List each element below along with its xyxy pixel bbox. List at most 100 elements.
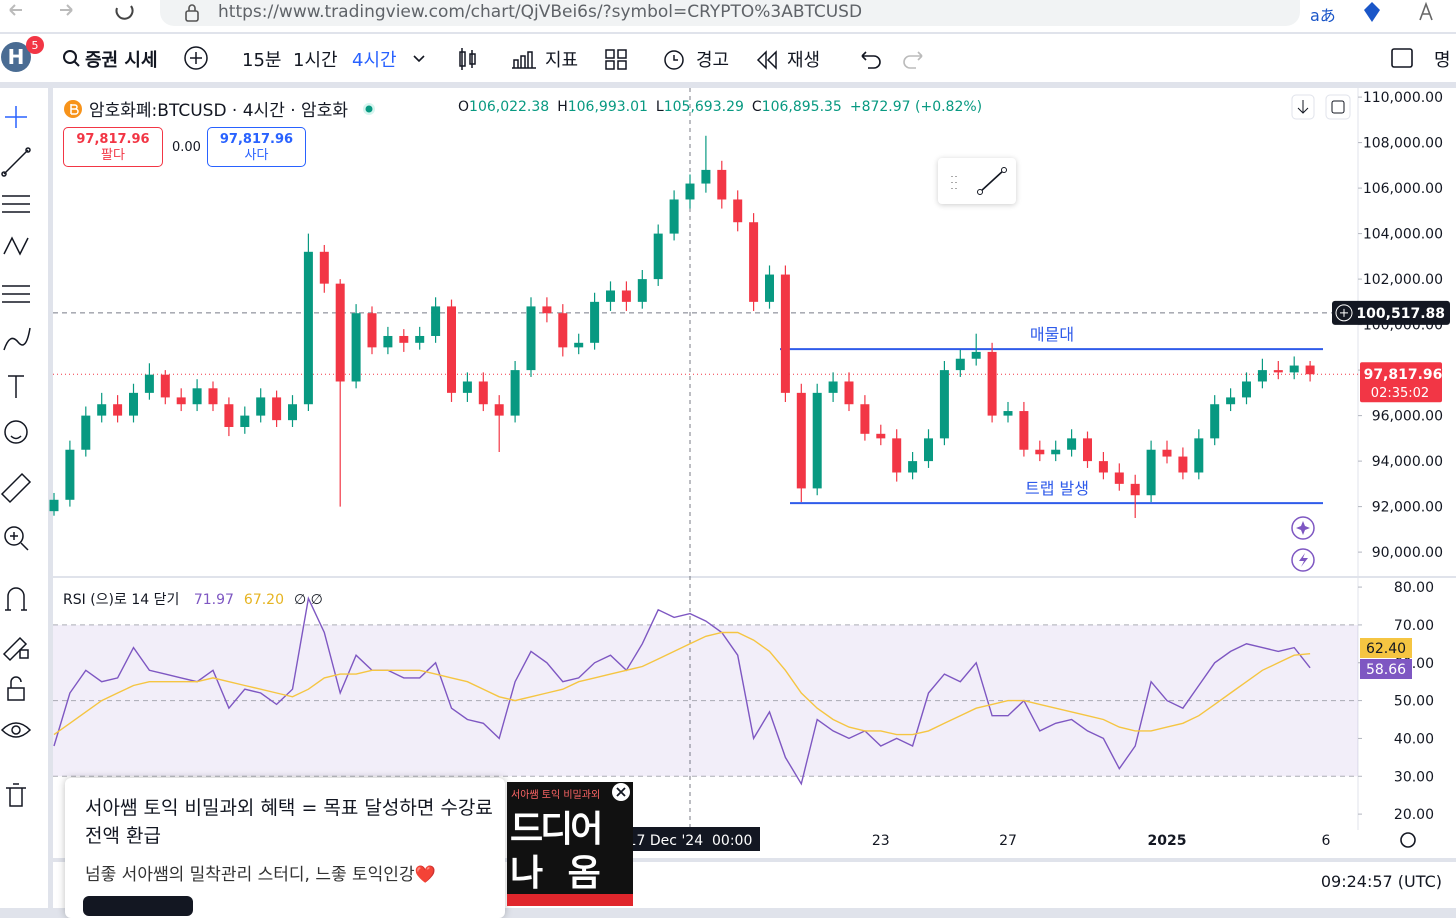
crosshair-label-box: [620, 827, 760, 851]
candle-body: [1226, 397, 1236, 405]
candle-body: [1067, 438, 1077, 450]
candle-body: [160, 374, 170, 398]
ohlc-value: 106,895.35: [761, 99, 842, 115]
h-line-label: 트랩 발생: [1025, 479, 1089, 498]
current-price-box: [1360, 362, 1442, 403]
avatar-letter: H: [8, 45, 25, 69]
nav-icons: [9, 4, 134, 20]
reload[interactable]: [115, 5, 134, 20]
candle-body: [303, 251, 313, 405]
interval[interactable]: 1시간: [293, 50, 338, 71]
x-tick-label: 27: [999, 833, 1017, 849]
y-tick-label: 110,000.00: [1363, 90, 1443, 106]
candle-body: [1051, 449, 1061, 455]
candle-body: [971, 351, 981, 359]
status-dot: [362, 102, 375, 115]
rsi-title: RSI (으)로 14 닫기: [63, 592, 180, 608]
interval-active[interactable]: 4시간: [352, 50, 397, 71]
ohlc-key: H: [557, 99, 568, 115]
rsi-tick-label: 30.00: [1394, 769, 1434, 785]
candle-body: [494, 404, 504, 416]
candle-body: [1035, 449, 1045, 455]
candle-body: [908, 461, 918, 473]
sell-label: 팔다: [101, 148, 125, 163]
symbol-legend: 암호화폐:BTCUSD · 4시간 · 암호화: [63, 96, 384, 121]
candle-body: [558, 313, 568, 348]
sell-price: 97,817.96: [76, 132, 150, 147]
replay[interactable]: 재생: [787, 50, 821, 71]
candle-body: [415, 335, 425, 343]
add-symbol[interactable]: [183, 45, 209, 71]
layout-icon[interactable]: [1390, 47, 1414, 71]
rsi-tick-label: 80.00: [1394, 580, 1434, 596]
indicators[interactable]: 지표: [545, 50, 579, 71]
ad-image[interactable]: 서아쌤 토익 비밀과외 드디어 나 옴: [507, 782, 633, 906]
candle-body: [892, 438, 902, 473]
candle-body: [765, 274, 774, 302]
candle-body: [1083, 438, 1092, 462]
floating-toolbar[interactable]: [938, 158, 1016, 204]
candle-body: [526, 306, 536, 371]
candle-body: [113, 404, 123, 416]
candle-body: [510, 370, 520, 416]
candle-body: [65, 449, 75, 500]
buy-button[interactable]: 97,817.96 사다: [207, 127, 306, 167]
symbol-title[interactable]: 암호화폐:BTCUSD · 4시간 · 암호화: [89, 101, 348, 121]
candle-body: [1003, 411, 1013, 416]
candle-body: [478, 381, 488, 405]
avatar[interactable]: H 5: [0, 34, 50, 82]
candle-body: [701, 169, 711, 184]
symbol-search[interactable]: 증권 시세: [85, 50, 158, 71]
rsi-tick-label: 20.00: [1394, 807, 1434, 823]
candle-body: [462, 381, 472, 393]
candle-body: [1178, 456, 1188, 473]
candle-body: [351, 313, 361, 382]
maximize-button: [1325, 94, 1351, 120]
ohlc-legend: O106,022.38 H106,993.01 L105,693.29 C106,89…: [450, 99, 982, 115]
back[interactable]: [9, 4, 22, 16]
interval[interactable]: 15분: [242, 50, 282, 71]
candle-body: [1098, 461, 1108, 473]
candle-body: [1305, 365, 1315, 375]
candle-body: [431, 306, 441, 336]
candle-body: [733, 199, 743, 223]
candle-body: [1289, 365, 1299, 373]
address-bar[interactable]: https://www.tradingview.com/chart/QjVBei…: [160, 0, 1300, 26]
candle-body: [367, 313, 377, 348]
ad-button[interactable]: [83, 896, 193, 916]
translate-icon[interactable]: aあ: [1310, 6, 1336, 25]
lock-icon: [185, 4, 199, 22]
x-tick-label: 6: [1322, 833, 1331, 849]
candle-body: [144, 374, 154, 393]
candle-body: [1210, 404, 1220, 439]
sell-button[interactable]: 97,817.96 팔다: [63, 127, 163, 167]
ad-close[interactable]: [609, 782, 633, 804]
forward[interactable]: [60, 4, 73, 16]
settings-icon: [1400, 832, 1416, 848]
y-tick-label: 96,000.00: [1372, 409, 1443, 425]
candle-body: [272, 397, 282, 421]
x-tick-label: 2025: [1148, 833, 1187, 849]
y-tick-label: 92,000.00: [1372, 500, 1443, 516]
y-tick-label: 94,000.00: [1372, 454, 1443, 470]
ad-banner[interactable]: 서아쌤 토익 비밀과외 혜택 = 목표 달성하면 수강료 전액 환급 넘좋 서아…: [65, 778, 505, 918]
rsi-tick-label: 50.00: [1394, 694, 1434, 710]
ohlc-key: L: [655, 99, 664, 115]
browser-bar: https://www.tradingview.com/chart/QjVBei…: [0, 0, 1456, 32]
alerts[interactable]: 경고: [696, 50, 730, 71]
price-label-plus: [1340, 308, 1348, 317]
right-text[interactable]: 명: [1434, 50, 1451, 71]
y-tick-label: 90,000.00: [1372, 545, 1443, 561]
candle-body: [812, 392, 822, 489]
top-toolbar: H 5 증권 시세 15분 1시간 4시간 지표 경고 재생 명: [0, 34, 1456, 82]
candle-body: [319, 251, 329, 284]
candle-body: [1146, 449, 1156, 496]
candle-body: [288, 404, 297, 421]
chart-area: [53, 88, 1456, 858]
candle-body: [621, 290, 631, 302]
candle-body: [1242, 381, 1251, 398]
ad-headline: 서아쌤 토익 비밀과외 혜택 = 목표 달성하면 수강료 전액 환급: [85, 797, 493, 847]
candle-body: [81, 415, 91, 450]
ohlc-value: 106,993.01: [567, 99, 648, 115]
ad-image-text: 드디어: [510, 809, 603, 850]
